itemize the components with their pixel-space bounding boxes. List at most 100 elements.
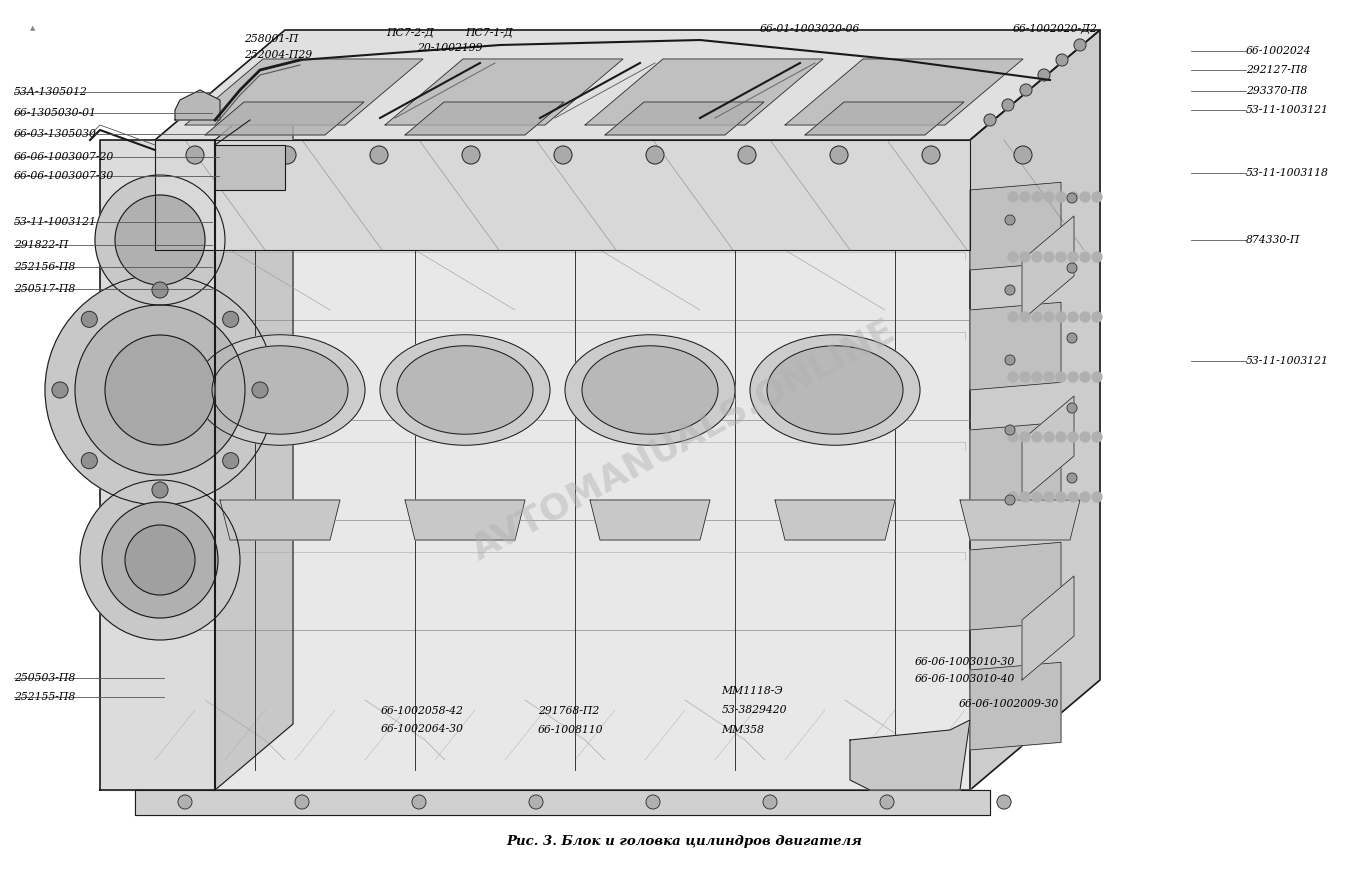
Circle shape xyxy=(1045,192,1054,202)
Circle shape xyxy=(1080,372,1090,382)
Circle shape xyxy=(278,146,296,164)
Circle shape xyxy=(738,146,756,164)
Circle shape xyxy=(1014,146,1032,164)
Ellipse shape xyxy=(194,334,366,445)
Circle shape xyxy=(1005,425,1014,435)
Circle shape xyxy=(252,382,268,398)
Circle shape xyxy=(1068,372,1077,382)
Circle shape xyxy=(1032,492,1042,502)
Circle shape xyxy=(1005,355,1014,365)
Circle shape xyxy=(1092,312,1102,322)
Polygon shape xyxy=(215,74,293,790)
Circle shape xyxy=(45,275,275,505)
Polygon shape xyxy=(971,663,1061,750)
Circle shape xyxy=(81,312,97,327)
Ellipse shape xyxy=(397,346,533,434)
Polygon shape xyxy=(1023,396,1075,500)
Text: 66-1002064-30: 66-1002064-30 xyxy=(381,723,464,734)
Text: 66-06-1003010-40: 66-06-1003010-40 xyxy=(914,674,1014,685)
Text: ПС7-1-Д: ПС7-1-Д xyxy=(465,27,513,38)
Circle shape xyxy=(1080,252,1090,262)
Polygon shape xyxy=(155,140,971,790)
Circle shape xyxy=(1068,492,1077,502)
Circle shape xyxy=(1020,492,1029,502)
Circle shape xyxy=(1020,312,1029,322)
Circle shape xyxy=(1075,39,1086,51)
Circle shape xyxy=(1092,192,1102,202)
Text: 252155-П8: 252155-П8 xyxy=(14,692,75,702)
Circle shape xyxy=(1045,432,1054,442)
Text: 66-06-1003007-30: 66-06-1003007-30 xyxy=(14,171,114,181)
Circle shape xyxy=(94,175,225,305)
Text: ММ358: ММ358 xyxy=(721,725,764,736)
Polygon shape xyxy=(405,500,524,540)
Text: Рис. 3. Блок и головка цилиндров двигателя: Рис. 3. Блок и головка цилиндров двигате… xyxy=(507,835,862,848)
Circle shape xyxy=(1032,252,1042,262)
Polygon shape xyxy=(155,140,971,250)
Circle shape xyxy=(646,795,660,809)
Circle shape xyxy=(1080,432,1090,442)
Ellipse shape xyxy=(212,346,348,434)
Text: 66-1002024: 66-1002024 xyxy=(1246,46,1312,56)
Polygon shape xyxy=(805,102,964,135)
Circle shape xyxy=(186,146,204,164)
Circle shape xyxy=(103,502,218,618)
Text: 66-01-1003020-06: 66-01-1003020-06 xyxy=(760,24,860,34)
Circle shape xyxy=(1020,84,1032,96)
Polygon shape xyxy=(136,790,990,815)
Circle shape xyxy=(412,795,426,809)
Text: 66-1002020-Д2: 66-1002020-Д2 xyxy=(1013,24,1098,34)
Circle shape xyxy=(921,146,941,164)
Circle shape xyxy=(1020,192,1029,202)
Polygon shape xyxy=(185,59,423,125)
Circle shape xyxy=(1008,372,1019,382)
Circle shape xyxy=(178,795,192,809)
Polygon shape xyxy=(205,102,364,135)
Circle shape xyxy=(1080,492,1090,502)
Circle shape xyxy=(370,146,387,164)
Circle shape xyxy=(1008,192,1019,202)
Text: 292127-П8: 292127-П8 xyxy=(1246,65,1307,76)
Polygon shape xyxy=(175,90,220,120)
Text: 66-1008110: 66-1008110 xyxy=(538,725,604,736)
Circle shape xyxy=(1008,492,1019,502)
Circle shape xyxy=(1055,372,1066,382)
Circle shape xyxy=(1002,99,1014,111)
Circle shape xyxy=(461,146,481,164)
Polygon shape xyxy=(971,422,1061,510)
Text: AVTOMANUALS.ONLINE: AVTOMANUALS.ONLINE xyxy=(467,313,902,567)
Polygon shape xyxy=(850,720,971,790)
Text: 250517-П8: 250517-П8 xyxy=(14,283,75,294)
Polygon shape xyxy=(971,182,1061,270)
Circle shape xyxy=(528,795,543,809)
Circle shape xyxy=(152,282,168,298)
Circle shape xyxy=(830,146,847,164)
Circle shape xyxy=(880,795,894,809)
Text: 66-03-1305030: 66-03-1305030 xyxy=(14,128,97,139)
Polygon shape xyxy=(585,59,823,125)
Polygon shape xyxy=(1023,576,1075,680)
Text: 53А-1305012: 53А-1305012 xyxy=(14,87,88,98)
Text: 53-11-1003121: 53-11-1003121 xyxy=(1246,356,1329,366)
Circle shape xyxy=(1066,263,1077,273)
Polygon shape xyxy=(971,30,1101,790)
Circle shape xyxy=(1080,312,1090,322)
Circle shape xyxy=(115,195,205,285)
Circle shape xyxy=(1055,432,1066,442)
Circle shape xyxy=(554,146,572,164)
Circle shape xyxy=(1055,492,1066,502)
Circle shape xyxy=(1020,372,1029,382)
Circle shape xyxy=(79,480,240,640)
Circle shape xyxy=(1092,432,1102,442)
Circle shape xyxy=(1068,252,1077,262)
Polygon shape xyxy=(1023,216,1075,320)
Text: 66-06-1003007-20: 66-06-1003007-20 xyxy=(14,151,114,162)
Circle shape xyxy=(81,452,97,469)
Ellipse shape xyxy=(582,346,717,434)
Polygon shape xyxy=(960,500,1080,540)
Polygon shape xyxy=(971,542,1061,630)
Circle shape xyxy=(1005,215,1014,225)
Polygon shape xyxy=(784,59,1023,125)
Circle shape xyxy=(1066,193,1077,203)
Circle shape xyxy=(984,114,997,126)
